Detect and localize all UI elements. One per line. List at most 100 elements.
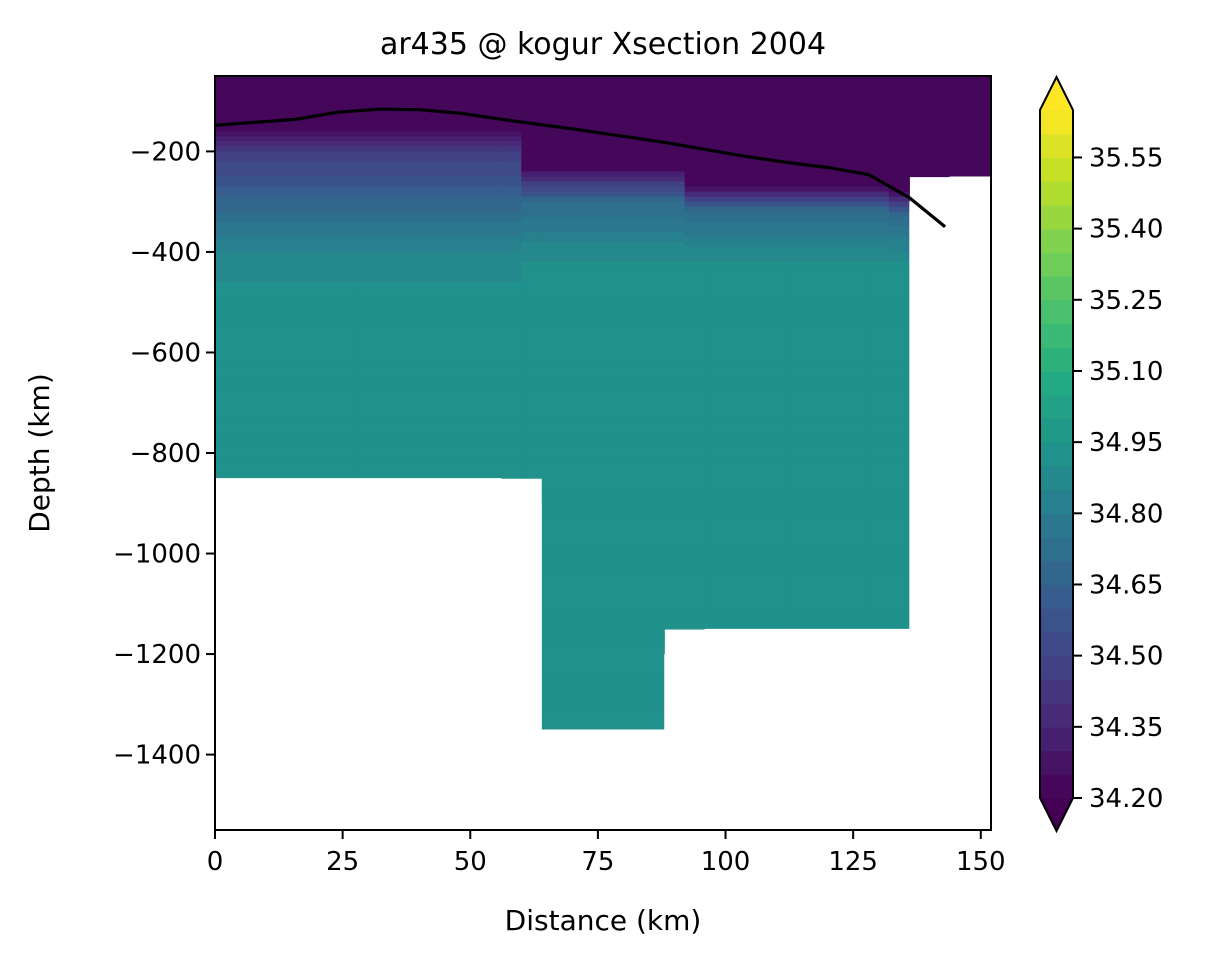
field-cell — [541, 679, 604, 685]
field-cell — [603, 432, 665, 439]
field-cell — [929, 121, 951, 127]
field-cell — [541, 488, 604, 494]
field-cell — [603, 407, 665, 414]
field-cell — [541, 131, 604, 137]
field-cell — [541, 347, 604, 354]
field-cell — [215, 332, 359, 338]
field-cell — [603, 146, 665, 152]
field-cell — [705, 312, 788, 318]
field-cell — [215, 81, 359, 87]
field-cell — [684, 201, 706, 208]
field-cell — [500, 422, 522, 429]
field-cell — [603, 633, 665, 640]
field-cell — [705, 352, 788, 359]
field-cell — [541, 583, 604, 590]
field-cell — [603, 518, 665, 524]
field-cell — [888, 568, 910, 575]
field-cell — [357, 96, 502, 102]
field-cell — [970, 86, 991, 92]
field-cell — [521, 377, 543, 384]
field-cell — [603, 593, 665, 600]
field-cell — [950, 91, 972, 97]
field-cell — [786, 256, 870, 263]
field-cell — [215, 76, 359, 82]
field-cell — [357, 121, 502, 127]
field-cell — [786, 528, 870, 535]
field-cell — [541, 241, 604, 248]
field-cell — [521, 166, 543, 173]
field-cell — [684, 377, 706, 384]
field-cell — [664, 427, 686, 434]
field-cell — [521, 267, 543, 273]
field-cell — [541, 282, 604, 288]
field-cell — [786, 121, 870, 127]
field-cell — [868, 226, 890, 233]
field-cell — [603, 613, 665, 620]
field-cell — [664, 367, 686, 374]
field-cell — [705, 332, 788, 338]
field-cell — [357, 307, 502, 313]
field-cell — [705, 256, 788, 263]
field-cell — [705, 493, 788, 499]
field-cell — [521, 91, 543, 97]
field-cell — [603, 277, 665, 283]
field-cell — [357, 136, 502, 142]
field-cell — [684, 453, 706, 459]
field-cell — [786, 136, 870, 142]
field-cell — [521, 347, 543, 354]
field-cell — [357, 362, 502, 369]
field-cell — [868, 126, 890, 132]
field-cell — [541, 674, 604, 680]
field-cell — [215, 161, 359, 168]
field-cell — [705, 201, 788, 208]
field-cell — [215, 468, 359, 474]
field-cell — [705, 221, 788, 228]
field-cell — [705, 377, 788, 384]
field-cell — [541, 352, 604, 359]
field-cell — [500, 86, 522, 92]
field-cell — [500, 302, 522, 308]
field-cell — [215, 251, 359, 258]
field-cell — [705, 261, 788, 268]
field-cell — [868, 422, 890, 429]
field-cell — [684, 608, 706, 615]
field-cell — [603, 603, 665, 610]
field-cell — [500, 246, 522, 253]
field-cell — [521, 241, 543, 248]
field-cell — [541, 684, 604, 690]
field-cell — [215, 287, 359, 293]
field-cell — [521, 206, 543, 213]
field-cell — [357, 181, 502, 188]
field-cell — [705, 176, 788, 183]
field-cell — [521, 111, 543, 117]
field-cell — [888, 327, 910, 333]
field-cell — [500, 362, 522, 369]
field-cell — [888, 508, 910, 514]
field-cell — [357, 397, 502, 404]
field-cell — [868, 181, 890, 188]
field-cell — [357, 196, 502, 203]
field-cell — [664, 267, 686, 273]
field-cell — [705, 528, 788, 535]
field-cell — [357, 126, 502, 132]
field-cell — [500, 106, 522, 112]
field-cell — [684, 573, 706, 580]
field-cell — [888, 191, 910, 198]
field-cell — [357, 387, 502, 394]
field-cell — [705, 106, 788, 112]
field-cell — [786, 573, 870, 580]
field-cell — [500, 76, 522, 82]
field-cell — [705, 231, 788, 238]
field-cell — [705, 618, 788, 625]
field-cell — [929, 131, 951, 137]
field-cell — [888, 226, 910, 233]
field-cell — [541, 633, 604, 640]
field-cell — [215, 146, 359, 152]
field-cell — [215, 312, 359, 318]
field-cell — [603, 106, 665, 112]
field-cell — [786, 216, 870, 223]
field-cell — [888, 231, 910, 238]
field-cell — [909, 121, 931, 127]
field-cell — [705, 463, 788, 469]
field-cell — [684, 493, 706, 499]
